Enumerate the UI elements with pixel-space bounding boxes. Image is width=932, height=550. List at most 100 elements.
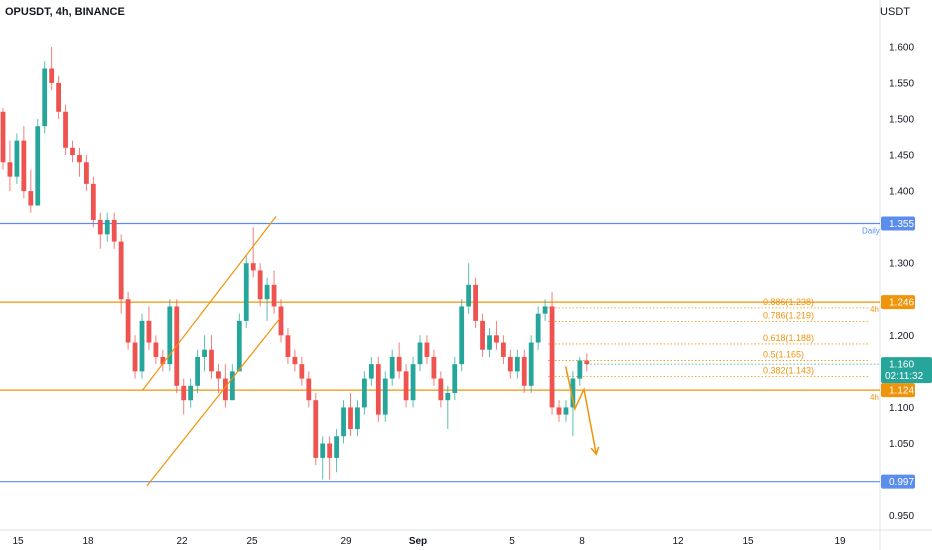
candle-body xyxy=(431,356,437,379)
candle-body xyxy=(556,407,562,415)
candle-body xyxy=(264,284,270,300)
fib-label: 0.786(1.219) xyxy=(763,311,814,321)
candle-body xyxy=(292,356,298,365)
candle-body xyxy=(216,371,221,379)
candle-body xyxy=(403,371,409,401)
symbol-title: OPUSDT, 4h, BINANCE xyxy=(5,6,125,18)
candle-body xyxy=(70,147,75,156)
candle-body xyxy=(139,320,145,372)
y-tick-label: 1.450 xyxy=(889,151,914,162)
candle-body xyxy=(202,349,207,357)
candle-body xyxy=(362,378,367,408)
candle-body xyxy=(188,385,194,401)
channel-upper-line xyxy=(141,215,277,392)
candle-body xyxy=(438,378,444,401)
candle-body xyxy=(35,126,41,206)
candle-body xyxy=(417,342,423,365)
candle-body xyxy=(167,306,173,365)
candle-body xyxy=(375,364,381,415)
candle-body xyxy=(195,356,200,386)
candle-body xyxy=(535,313,541,343)
candle-body xyxy=(285,335,291,357)
candle-body xyxy=(21,140,27,192)
candle-body xyxy=(7,162,13,177)
candle-body xyxy=(487,335,492,350)
fib-label: 0.886(1.238) xyxy=(763,297,814,307)
projection-arrowhead xyxy=(590,446,600,456)
candle-body xyxy=(181,385,187,401)
y-tick-label: 1.050 xyxy=(889,439,914,450)
candle-body xyxy=(125,299,131,343)
candle-body xyxy=(563,407,569,415)
candle-body xyxy=(507,356,513,372)
candle-body xyxy=(549,306,555,408)
level-price-tag xyxy=(881,383,915,398)
candle-body xyxy=(90,183,96,220)
level-note: 4h xyxy=(870,393,879,402)
y-tick-label: 1.500 xyxy=(889,114,914,125)
candle-body xyxy=(396,356,402,372)
candle-body xyxy=(97,219,103,235)
x-tick-label: 15 xyxy=(12,536,24,547)
candle-body xyxy=(542,306,548,314)
candle-body xyxy=(389,356,395,379)
y-tick-label: 1.550 xyxy=(889,78,914,89)
x-tick-label: 29 xyxy=(340,536,352,547)
candle-body xyxy=(320,443,326,458)
candle-body xyxy=(257,270,263,300)
candle-body xyxy=(236,320,242,372)
candle-body xyxy=(382,378,388,415)
candle-body xyxy=(49,68,55,83)
candle-body xyxy=(306,378,312,401)
candle-body xyxy=(84,162,89,184)
candle-body xyxy=(355,407,360,430)
x-tick-label: 8 xyxy=(579,536,585,547)
candle-body xyxy=(153,342,159,357)
candle-body xyxy=(313,400,319,458)
level-price-label: 1.124 xyxy=(889,386,914,397)
candle-body xyxy=(278,306,284,336)
candle-body xyxy=(0,111,6,163)
level-note: Daily xyxy=(862,227,880,236)
y-tick-label: 1.100 xyxy=(889,403,914,414)
candle-body xyxy=(348,407,353,430)
candle-body xyxy=(104,219,110,235)
x-tick-label: Sep xyxy=(409,536,427,547)
candle-body xyxy=(514,356,520,372)
candle-body xyxy=(160,356,166,365)
candle-body xyxy=(132,342,138,372)
y-tick-label: 1.400 xyxy=(889,187,914,198)
x-tick-label: 19 xyxy=(834,536,846,547)
candle-body xyxy=(111,219,117,242)
x-tick-label: 12 xyxy=(672,536,684,547)
candle-body xyxy=(63,111,68,148)
last-price-label: 1.160 xyxy=(889,360,914,371)
candle-body xyxy=(299,364,305,379)
candle-body xyxy=(250,263,256,271)
candle-body xyxy=(445,392,451,401)
level-price-tag xyxy=(881,216,915,231)
candle-body xyxy=(410,364,416,401)
candle-body xyxy=(368,364,374,379)
currency-label: USDT xyxy=(880,6,910,18)
x-tick-label: 5 xyxy=(509,536,515,547)
projection-path xyxy=(564,366,597,455)
candle-body xyxy=(223,378,228,401)
y-tick-label: 1.300 xyxy=(889,259,914,270)
candle-body xyxy=(341,407,346,437)
channel-lower-line xyxy=(146,318,281,487)
y-tick-label: 1.200 xyxy=(889,331,914,342)
level-price-label: 0.997 xyxy=(889,477,914,488)
candle-body xyxy=(146,320,152,343)
candle-body xyxy=(466,284,472,307)
countdown-label: 02:11:32 xyxy=(885,371,924,382)
candle-body xyxy=(56,82,61,112)
x-tick-label: 25 xyxy=(246,536,258,547)
candle-body xyxy=(327,443,333,458)
candle-body xyxy=(229,371,235,401)
x-tick-label: 15 xyxy=(742,536,754,547)
candle-body xyxy=(28,191,34,206)
level-price-tag xyxy=(881,295,915,310)
candle-body xyxy=(570,378,576,408)
